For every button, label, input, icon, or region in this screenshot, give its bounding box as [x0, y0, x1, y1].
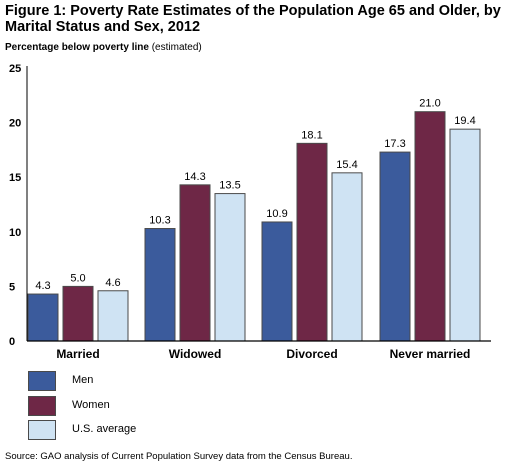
- data-label: 15.4: [336, 159, 357, 171]
- data-label: 10.3: [149, 215, 170, 227]
- y-tick-label: 15: [9, 172, 21, 184]
- y-tick-label: 5: [9, 281, 15, 293]
- data-label: 18.1: [301, 129, 322, 141]
- legend-label-women: Women: [72, 399, 110, 411]
- y-axis-label-main: Percentage below poverty line: [5, 42, 149, 53]
- data-label: 17.3: [384, 138, 405, 150]
- bar-men-married: [27, 293, 59, 342]
- data-label: 14.3: [184, 171, 205, 183]
- bar-u-s-average-widowed: [214, 193, 246, 342]
- bar-women-widowed: [179, 184, 211, 342]
- legend-item-women: Women: [28, 396, 228, 418]
- legend-swatch-men: [28, 371, 56, 391]
- bar-men-widowed: [144, 228, 176, 342]
- y-axis-label-suffix: (estimated): [148, 42, 202, 53]
- legend-item-men: Men: [28, 371, 228, 393]
- source-note: Source: GAO analysis of Current Populati…: [5, 451, 353, 462]
- legend-swatch-women: [28, 396, 56, 416]
- bar-chart: 0 5 10 15 20 25 4.3 5.0 4.6 Married 10.3 14.3 13.5 Wi…: [9, 63, 491, 361]
- bar-u-s-average-never-married: [449, 128, 481, 342]
- y-tick-label: 10: [9, 227, 21, 239]
- data-label: 21.0: [419, 98, 440, 110]
- data-label: 4.6: [105, 277, 120, 289]
- y-tick-label: 25: [9, 63, 21, 75]
- bar-women-married: [62, 285, 94, 342]
- y-tick-label: 0: [9, 336, 15, 348]
- x-category-label: Married: [56, 347, 99, 361]
- bar-u-s-average-divorced: [331, 172, 363, 342]
- x-category-label: Never married: [390, 347, 471, 361]
- bar-women-divorced: [296, 142, 328, 342]
- data-label: 10.9: [266, 208, 287, 220]
- data-label: 13.5: [219, 180, 240, 192]
- legend-label-us-average: U.S. average: [72, 423, 137, 435]
- bar-men-never-married: [379, 151, 411, 342]
- legend-swatch-us-average: [28, 420, 56, 440]
- legend-item-us-average: U.S. average: [28, 420, 228, 442]
- x-category-label: Divorced: [286, 347, 337, 361]
- bar-u-s-average-married: [97, 290, 129, 342]
- chart-title: Figure 1: Poverty Rate Estimates of the …: [5, 3, 501, 35]
- legend-label-men: Men: [72, 374, 94, 386]
- x-category-label: Widowed: [169, 347, 222, 361]
- y-axis-label: Percentage below poverty line (estimated…: [5, 42, 202, 53]
- data-label: 4.3: [35, 280, 50, 292]
- data-label: 5.0: [70, 272, 85, 284]
- y-tick-label: 20: [9, 118, 21, 130]
- bar-women-never-married: [414, 111, 446, 342]
- bar-men-divorced: [261, 221, 293, 342]
- data-label: 19.4: [454, 115, 475, 127]
